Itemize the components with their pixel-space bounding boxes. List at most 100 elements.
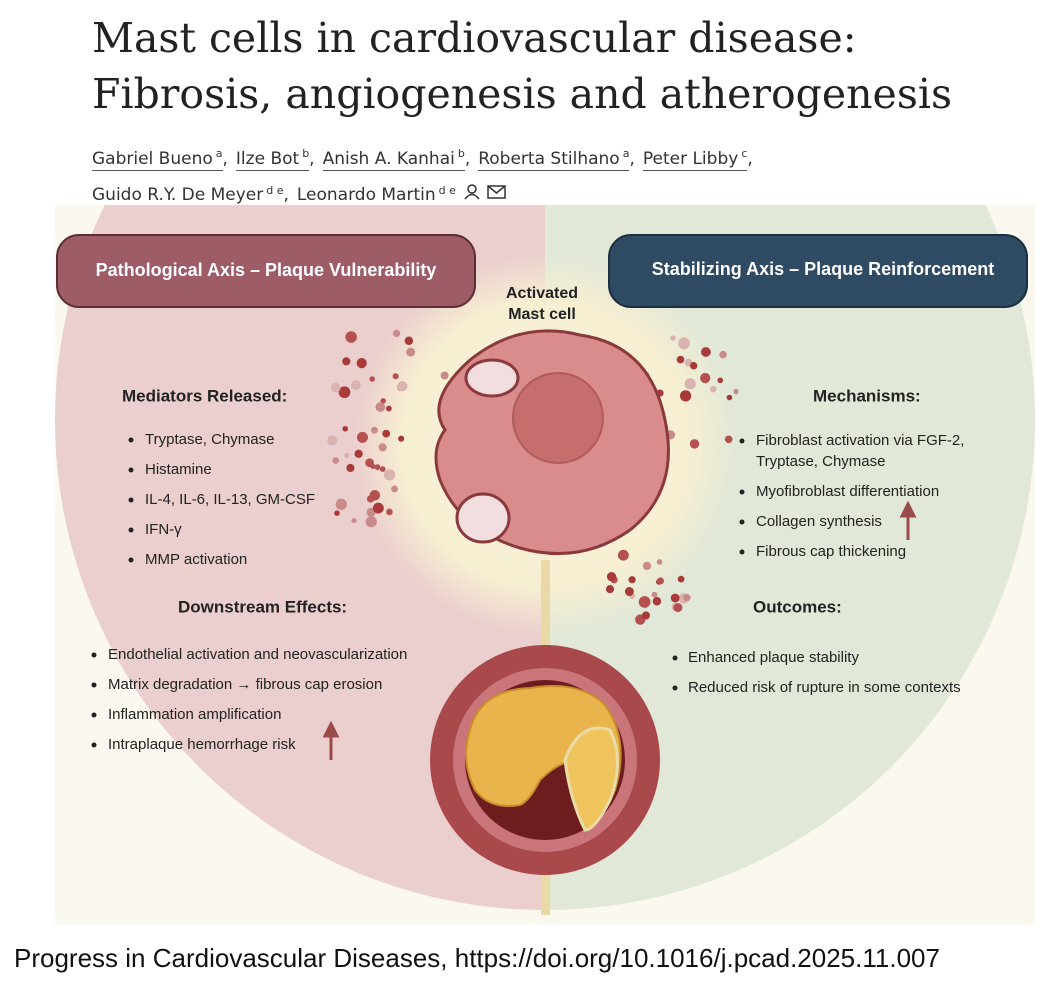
granule (679, 390, 692, 402)
bullet (739, 519, 745, 525)
caption: Progress in Cardiovascular Diseases, htt… (14, 943, 940, 973)
granule (342, 425, 348, 432)
figure: Pathological Axis – Plaque Vulnerability… (55, 205, 1035, 925)
granule (677, 575, 685, 583)
granule (628, 576, 636, 584)
granule (683, 593, 691, 602)
vesicle (455, 492, 511, 544)
bullet (91, 712, 97, 718)
center-label: Mast cell (508, 306, 576, 323)
granule (670, 593, 680, 603)
affiliation: d e (438, 183, 456, 197)
granule (354, 449, 363, 458)
author-name: Gabriel Bueno (92, 148, 213, 169)
author-name: Anish A. Kanhai (322, 148, 455, 169)
title-line: Mast cells in cardiovascular disease: (92, 14, 857, 62)
icons[interactable] (464, 184, 506, 200)
granule (638, 596, 651, 608)
author-list: Gabriel BuenoaIlze BotbAnish A. KanhaibR… (92, 138, 992, 211)
granule (375, 402, 386, 412)
title-line: Fibrosis, angiogenesis and atherogenesis (92, 70, 953, 118)
list-item: Matrix degradation → fibrous cap erosion (108, 676, 382, 693)
granule (391, 485, 398, 493)
granule (346, 463, 355, 473)
granule (676, 355, 685, 364)
granule (382, 429, 391, 438)
list-item: IL-4, IL-6, IL-13, GM-CSF (145, 491, 315, 508)
granule (356, 431, 368, 443)
granule (656, 577, 664, 585)
center-label: Activated (506, 285, 578, 302)
list-item: Myofibroblast differentiation (756, 483, 939, 500)
separator (223, 149, 236, 169)
granule (386, 508, 393, 516)
author-link[interactable]: Anish A. Kanhai b (322, 147, 465, 171)
author-link[interactable]: Guido R.Y. De Meyer d e (92, 183, 284, 208)
bullet (91, 652, 97, 658)
bullet (739, 549, 745, 555)
granule (365, 516, 377, 528)
bullet (739, 489, 745, 495)
granule (332, 457, 340, 464)
author-icons (463, 184, 506, 207)
granule (678, 337, 690, 350)
section-title: Mediators Released: (122, 386, 287, 405)
left-header-box (56, 234, 476, 308)
granule (642, 561, 652, 571)
granule (656, 559, 663, 565)
bullet (128, 527, 134, 533)
section-title: Mechanisms: (813, 386, 921, 405)
list-item: Histamine (145, 461, 212, 478)
granule (700, 372, 711, 384)
granule (606, 572, 617, 582)
author-link[interactable]: Ilze Bot b (235, 147, 310, 171)
granule (440, 371, 449, 380)
granule (733, 388, 739, 395)
author-name: Peter Libby (642, 148, 739, 169)
figure-texts: Pathological Axis – Plaque Vulnerability… (91, 259, 994, 753)
granule (651, 591, 658, 598)
author-link[interactable]: Peter Libby c (642, 147, 748, 171)
author-name: Roberta Stilhano (478, 148, 620, 169)
granule (726, 394, 733, 401)
granule (383, 469, 396, 481)
author-link[interactable]: Roberta Stilhano a (478, 147, 630, 171)
granule (350, 380, 361, 390)
list-item: Fibroblast activation via FGF-2, (756, 432, 964, 449)
separator (629, 149, 642, 169)
author-link[interactable]: Gabriel Bueno a (92, 147, 223, 171)
granule (351, 518, 357, 524)
granule (670, 335, 676, 341)
granule (369, 376, 375, 382)
affiliation: d e (266, 183, 284, 197)
bullet (91, 682, 97, 688)
granule (709, 385, 717, 393)
nucleus (512, 372, 604, 464)
granule (374, 464, 381, 471)
separator (747, 149, 760, 169)
granule (624, 587, 634, 597)
granule (717, 377, 724, 384)
section-title: Outcomes: (753, 597, 842, 616)
granule (330, 382, 341, 393)
granule (342, 357, 351, 366)
granule (356, 358, 367, 369)
affiliation: b (302, 147, 310, 160)
granule (372, 502, 384, 514)
affiliation: b (457, 147, 465, 160)
granule (404, 336, 414, 345)
affiliation: a (622, 147, 630, 160)
author-link[interactable]: Leonardo Martin d e (296, 183, 456, 208)
granule (689, 439, 700, 449)
granule (724, 435, 733, 444)
granule (652, 597, 662, 606)
granule (380, 398, 386, 404)
granule (701, 347, 711, 357)
list-item: Tryptase, Chymase (145, 431, 275, 448)
granule (406, 347, 416, 357)
granule (641, 611, 651, 620)
granule (398, 435, 405, 442)
affiliation: c (741, 147, 748, 160)
granule (370, 426, 378, 434)
